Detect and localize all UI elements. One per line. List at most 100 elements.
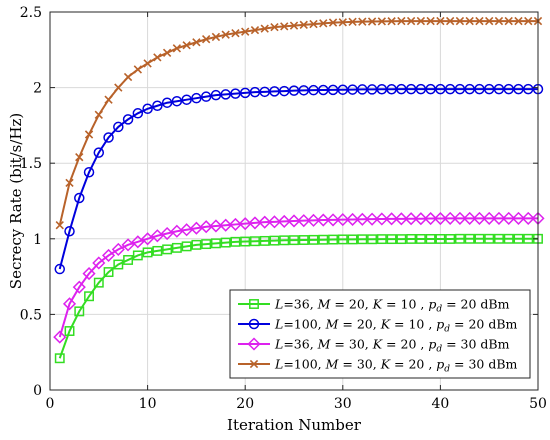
series-3-point [345, 212, 360, 227]
series-2-point [464, 83, 475, 95]
series-4-point [377, 17, 387, 26]
series-2-point [357, 84, 368, 95]
series-4-point [475, 16, 484, 26]
x-tick-label: 40 [431, 396, 449, 412]
series-2-point [113, 121, 124, 133]
series-1-point [269, 235, 280, 246]
series-2-point [415, 83, 427, 95]
legend-label-part: L [274, 317, 283, 332]
legend-label-part: = 10 , [382, 297, 428, 312]
series-1-point [494, 233, 504, 244]
y-tick-label: 1 [33, 232, 42, 248]
series-2-point [122, 114, 134, 125]
series-3-point [121, 238, 135, 252]
series-1-point [230, 236, 241, 247]
series-2-point [396, 83, 407, 95]
series-4-point [397, 16, 406, 26]
series-4-point [524, 16, 533, 26]
legend-label-part: = 20 , [390, 357, 436, 372]
series-3-point [62, 297, 77, 311]
series-2-point [54, 263, 66, 275]
legend-label-part: = 20 , [382, 337, 428, 352]
series-1-point [445, 234, 456, 244]
series-3-point [219, 218, 233, 232]
legend-label-part: L [274, 297, 283, 312]
series-4-point [55, 221, 64, 230]
series-3-point [385, 212, 399, 226]
legend-label-part: = 20, [330, 297, 372, 312]
series-4-point [445, 16, 455, 26]
series-4-point [455, 16, 465, 26]
series-2-point [200, 91, 212, 102]
legend-label-part: = 30, [330, 337, 372, 352]
legend-label-part: = 20 dBm [450, 317, 517, 332]
series-4-point [172, 44, 182, 53]
legend-label-part: L [274, 337, 283, 352]
series-1-point [123, 255, 134, 265]
legend-swatch-marker [249, 359, 259, 369]
legend-label: L=100, M = 30, K = 20 , pd = 30 dBm [274, 357, 518, 375]
series-4-point [416, 16, 426, 26]
series-1-point [181, 241, 192, 252]
legend-label-part: = 20, [338, 317, 380, 332]
legend-label-part: M [325, 317, 340, 332]
legend-label-part: p [436, 357, 444, 372]
series-4-point [84, 130, 94, 139]
series-3-point [277, 214, 291, 228]
series-4-point [133, 65, 143, 74]
legend-swatch-marker [248, 318, 260, 330]
series-4-point [250, 25, 260, 35]
series-2-point [308, 84, 319, 96]
series-3-point [306, 213, 321, 227]
series-layer [53, 16, 545, 364]
series-2-point [366, 84, 378, 95]
series-3-point [453, 211, 467, 225]
legend-label-part: = 10 , [390, 317, 436, 332]
series-2-point [230, 88, 241, 99]
series-1-point [415, 234, 426, 244]
legend-entry-4: L=100, M = 30, K = 20 , pd = 30 dBm [238, 357, 518, 375]
series-3-point [101, 248, 116, 262]
series-3-point [394, 212, 408, 226]
series-2-point [405, 83, 417, 95]
legend-label-part: =100, [283, 357, 325, 372]
series-4-point [221, 30, 230, 39]
series-3-point [326, 213, 340, 227]
legend-label-part: d [444, 325, 450, 335]
legend-label-part: M [317, 297, 332, 312]
series-4-point [387, 17, 396, 26]
legend-label: L=36, M = 20, K = 10 , pd = 20 dBm [274, 297, 510, 315]
series-4-point [162, 48, 172, 57]
series-3-point [199, 220, 213, 234]
y-tick-label: 1.5 [20, 156, 42, 172]
series-2-point [74, 192, 85, 204]
x-tick-label: 0 [46, 396, 55, 412]
series-1-point [367, 234, 378, 245]
series-2-point [425, 83, 436, 95]
legend-label-part: d [436, 345, 442, 355]
series-2-point [435, 83, 446, 95]
series-2-point [454, 83, 466, 95]
series-4-point [514, 16, 523, 26]
series-1-point [337, 234, 348, 245]
series-2-point [103, 132, 114, 143]
series-2 [54, 83, 544, 275]
series-1-point [103, 267, 114, 278]
series-4-point [280, 22, 289, 31]
x-tick-label: 20 [236, 396, 254, 412]
series-3-point [297, 214, 311, 228]
series-2-point [152, 100, 163, 111]
series-1-point [289, 235, 299, 246]
series-2-point [269, 86, 280, 97]
series-4-point [211, 32, 221, 42]
legend-label-part: = 30 dBm [450, 357, 517, 372]
y-tick-label: 0.5 [20, 307, 42, 323]
series-1-point [201, 239, 212, 250]
series-3-point [228, 217, 243, 231]
series-3-point [472, 211, 487, 225]
series-1-point [54, 353, 65, 364]
series-3-point [482, 211, 496, 225]
series-2-point [132, 108, 144, 119]
series-4-point [494, 16, 504, 26]
series-4-point [153, 53, 162, 62]
